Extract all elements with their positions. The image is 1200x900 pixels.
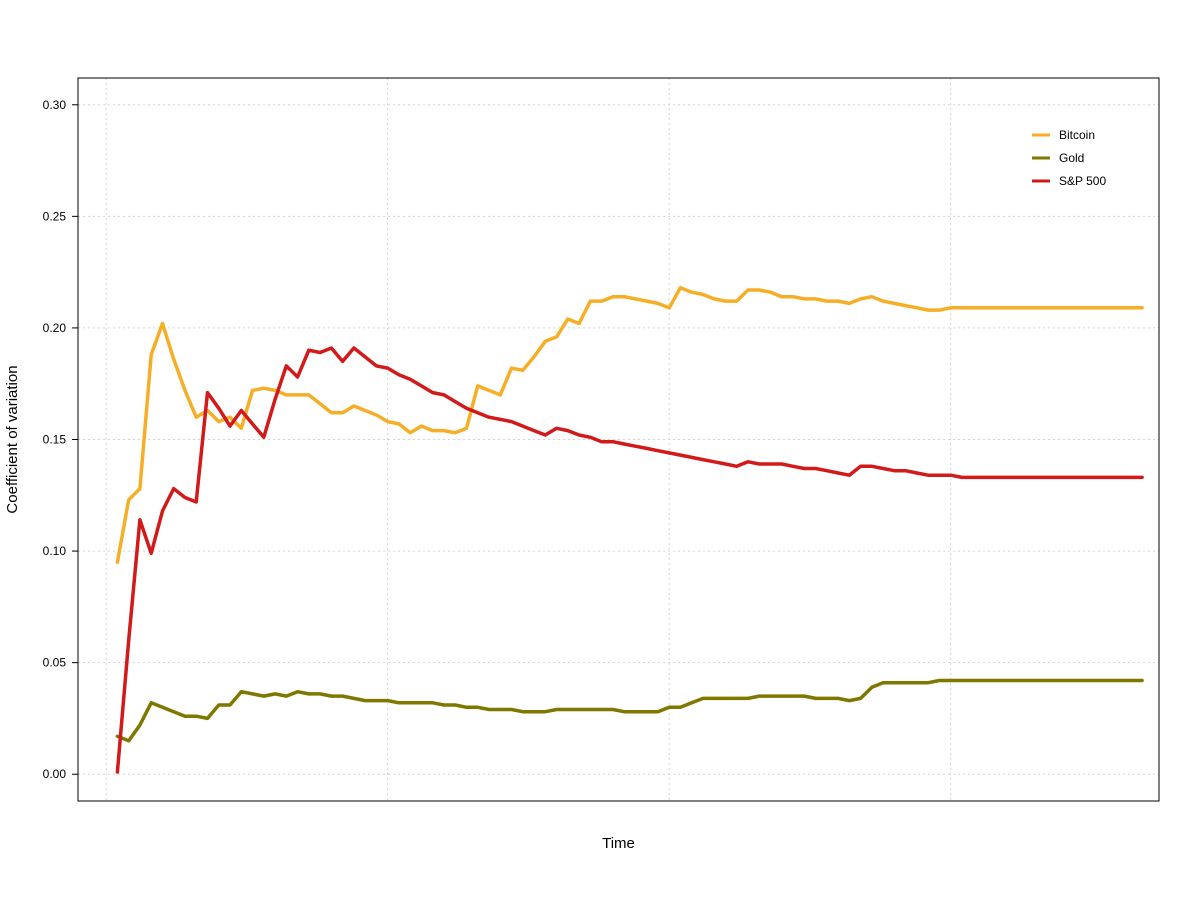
y-tick-label: 0.20 [43,321,67,335]
y-tick-label: 0.10 [43,544,67,558]
y-axis-title: Coefficient of variation [4,365,21,513]
series-line-s-p-500 [115,346,1144,774]
y-tick-label: 0.30 [43,98,67,112]
x-axis-title: Time [602,835,635,852]
y-tick-label: 0.00 [43,767,67,781]
y-axis: 0.00 0.05 0.10 0.15 0.20 0.25 0.30 [43,98,78,781]
series-line-bitcoin [115,286,1144,564]
legend-label-gold: Gold [1059,151,1084,165]
legend-label-s-p-500: S&P 500 [1059,174,1106,188]
y-tick-label: 0.05 [43,656,67,670]
y-tick-label: 0.15 [43,433,67,447]
grid-lines [78,78,1159,801]
series-line-gold [115,678,1144,743]
y-tick-label: 0.25 [43,209,67,223]
series-lines [115,286,1144,774]
legend: Bitcoin Gold S&P 500 [1032,128,1106,188]
legend-label-bitcoin: Bitcoin [1059,128,1095,142]
